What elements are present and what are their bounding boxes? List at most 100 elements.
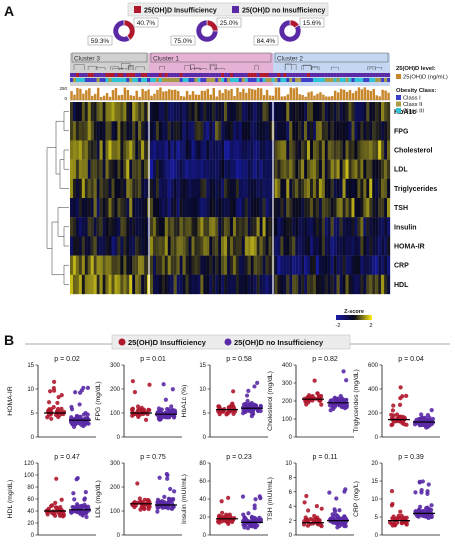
- annotation-obesity-cell: [167, 78, 171, 82]
- pie-percent-no-insufficiency: 75.0%: [174, 38, 193, 45]
- heatmap-cell: [318, 274, 323, 295]
- heatmap-cell: [327, 217, 331, 237]
- vitd-bar: [120, 94, 124, 100]
- heatmap-cell: [221, 198, 225, 218]
- point-insufficiency: [220, 510, 225, 515]
- y-tick-label: 60: [199, 479, 206, 485]
- annotation-status-cell: [188, 73, 192, 77]
- heatmap-cell: [179, 159, 183, 179]
- point-insufficiency: [319, 506, 324, 511]
- vitd-bar: [265, 89, 269, 100]
- heatmap-cell: [111, 274, 115, 295]
- heatmap-cell: [280, 178, 284, 199]
- point-no-insufficiency: [156, 406, 162, 411]
- heatmap-cell: [345, 198, 349, 218]
- annotation-status-cell: [354, 73, 358, 77]
- column-dendrogram-branch: [303, 64, 312, 70]
- heatmap-cell: [227, 236, 231, 256]
- heatmap-cell: [262, 274, 266, 295]
- heatmap-cell: [230, 217, 234, 237]
- heatmap-cell: [81, 159, 85, 179]
- vitd-bar: [144, 91, 147, 100]
- heatmap-cell: [176, 178, 180, 199]
- heatmap-cell: [372, 217, 376, 237]
- point-no-insufficiency: [163, 397, 168, 402]
- heatmap-cell: [161, 274, 165, 295]
- heatmap-cell: [348, 121, 352, 141]
- heatmap-cell: [179, 236, 183, 256]
- heatmap-cell: [218, 159, 222, 179]
- heatmap-cell: [304, 236, 308, 256]
- point-insufficiency: [49, 416, 54, 421]
- point-insufficiency: [316, 394, 322, 400]
- heatmap-cell: [375, 140, 379, 160]
- vitd-bar: [94, 93, 97, 100]
- heatmap-cell: [315, 140, 320, 160]
- heatmap-cell: [280, 121, 284, 141]
- annotation-obesity-cell: [102, 78, 106, 82]
- heatmap-row-label: Cholesterol: [394, 148, 433, 155]
- point-no-insufficiency: [247, 402, 252, 408]
- heatmap-cell: [105, 159, 109, 179]
- heatmap-cell: [200, 102, 204, 122]
- heatmap-cell: [93, 159, 97, 179]
- heatmap-cell: [327, 178, 331, 199]
- point-insufficiency: [400, 520, 405, 525]
- point-insufficiency: [398, 396, 403, 401]
- heatmap-cell: [333, 274, 337, 295]
- y-axis-label: LDL (mg/dL): [95, 480, 102, 518]
- heatmap-cell: [381, 121, 385, 141]
- heatmap-cell: [173, 236, 177, 256]
- heatmap-cell: [150, 274, 154, 295]
- point-insufficiency: [302, 500, 307, 505]
- heatmap-cell: [363, 274, 367, 295]
- heatmap-cell: [372, 102, 376, 122]
- point-no-insufficiency: [77, 402, 82, 407]
- vitd-bar: [150, 95, 153, 100]
- annotation-status-cell: [218, 73, 222, 77]
- heatmap-cell: [111, 255, 115, 275]
- heatmap-cell: [102, 178, 106, 199]
- annotation-status-cell: [259, 73, 263, 77]
- heatmap-cell: [277, 217, 281, 237]
- annotation-obesity-cell: [111, 78, 115, 82]
- heatmap-cell: [167, 140, 171, 160]
- point-no-insufficiency: [417, 504, 423, 509]
- annotation-status-cell: [345, 73, 349, 77]
- annotation-status-cell: [191, 73, 195, 77]
- heatmap-cell: [108, 198, 112, 218]
- heatmap-cell: [378, 121, 382, 141]
- heatmap-cell: [182, 198, 186, 218]
- heatmap-cell: [244, 159, 248, 179]
- heatmap-cell: [298, 236, 302, 256]
- point-insufficiency: [311, 521, 316, 526]
- heatmap-cell: [351, 102, 355, 122]
- heatmap-cell: [72, 178, 77, 199]
- point-insufficiency: [389, 489, 395, 494]
- heatmap-cell: [218, 217, 222, 237]
- heatmap-cell: [72, 217, 77, 237]
- heatmap-cell: [298, 121, 302, 141]
- point-insufficiency: [226, 495, 231, 500]
- point-no-insufficiency: [246, 511, 251, 516]
- heatmap-cell: [158, 121, 163, 141]
- annotation-status-cell: [312, 73, 317, 77]
- heatmap-cell: [304, 178, 308, 199]
- annotation-obesity-cell: [327, 78, 331, 82]
- vitd-bar: [387, 92, 390, 100]
- column-dendrogram-branch: [127, 65, 133, 70]
- annotation-obesity-cell: [307, 78, 311, 82]
- heatmap-cell: [369, 159, 373, 179]
- heatmap-cell: [363, 121, 367, 141]
- annotation-obesity-cell: [324, 78, 328, 82]
- heatmap-cell: [378, 217, 382, 237]
- heatmap-cell: [138, 159, 142, 179]
- annotation-obesity-cell: [152, 78, 157, 82]
- panel-a-legend-box: [127, 2, 329, 17]
- column-dendrogram-branch: [215, 68, 225, 70]
- point-no-insufficiency: [82, 497, 87, 502]
- p-value: p = 0.75: [140, 454, 166, 461]
- side-legend-vitd-item: 25(OH)D (ng/mL): [403, 75, 448, 81]
- heatmap-row-label: HDL: [394, 282, 409, 289]
